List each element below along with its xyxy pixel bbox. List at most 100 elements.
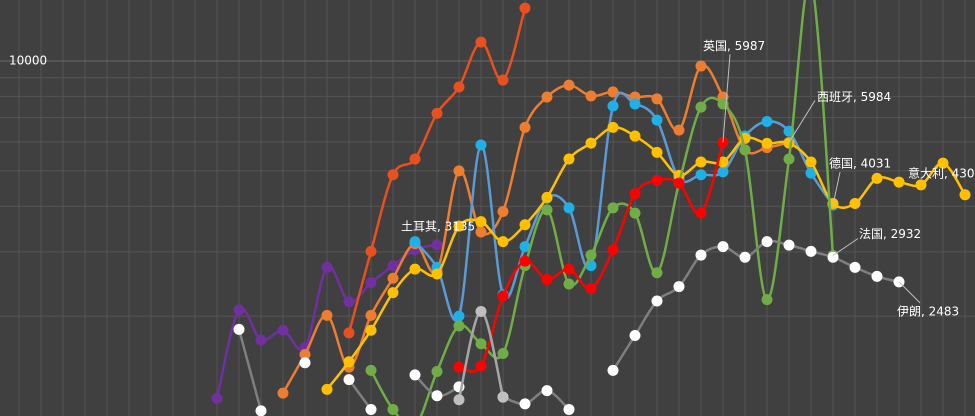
series-line <box>502 389 570 411</box>
data-point <box>343 356 355 368</box>
data-point <box>233 323 245 335</box>
data-point <box>695 101 707 113</box>
data-point <box>717 166 729 178</box>
data-point <box>497 206 509 218</box>
series-layer <box>211 0 971 416</box>
data-point <box>277 387 289 399</box>
leader-line <box>722 54 731 143</box>
data-point <box>739 144 751 156</box>
data-point <box>607 364 619 376</box>
data-point <box>453 394 465 406</box>
data-point <box>255 405 267 416</box>
data-point <box>541 191 553 203</box>
data-point <box>827 251 839 263</box>
data-point <box>915 179 927 191</box>
data-point <box>409 236 421 248</box>
data-point <box>607 244 619 256</box>
data-label: 法国, 2932 <box>859 227 921 241</box>
data-point <box>519 121 531 133</box>
data-point <box>431 390 443 402</box>
data-label: 德国, 4031 <box>829 156 891 171</box>
data-point <box>211 392 223 404</box>
data-point <box>431 268 443 280</box>
data-point <box>519 2 531 14</box>
data-point <box>497 74 509 86</box>
data-point <box>497 236 509 248</box>
data-point <box>541 204 553 216</box>
data-point <box>255 334 267 346</box>
data-point <box>453 165 465 177</box>
data-point <box>937 157 949 169</box>
data-point <box>453 320 465 332</box>
data-point <box>453 81 465 93</box>
data-point <box>299 348 311 360</box>
data-point <box>695 60 707 72</box>
data-point <box>651 93 663 105</box>
data-point <box>651 295 663 307</box>
data-point <box>365 277 377 289</box>
data-point <box>717 156 729 168</box>
data-point <box>607 86 619 98</box>
data-point <box>739 251 751 263</box>
data-point <box>365 309 377 321</box>
data-point <box>453 361 465 373</box>
data-point <box>651 146 663 158</box>
data-point <box>475 36 487 48</box>
y-tick-label: 10000 <box>9 54 47 68</box>
data-point <box>233 304 245 316</box>
data-point <box>695 249 707 261</box>
data-point <box>541 385 553 397</box>
data-point <box>629 207 641 219</box>
data-point <box>893 176 905 188</box>
data-point <box>651 114 663 126</box>
data-point <box>607 100 619 112</box>
data-point <box>695 169 707 181</box>
data-point <box>321 309 333 321</box>
data-point <box>431 107 443 119</box>
data-point <box>761 137 773 149</box>
data-point <box>805 167 817 179</box>
data-point <box>783 137 795 149</box>
leader-line <box>788 100 816 143</box>
data-point <box>387 260 399 272</box>
data-point <box>277 324 289 336</box>
data-point <box>849 198 861 210</box>
data-point <box>365 245 377 257</box>
data-point <box>541 91 553 103</box>
data-point <box>563 202 575 214</box>
data-point <box>475 338 487 350</box>
data-point <box>805 245 817 257</box>
data-point <box>651 267 663 279</box>
data-point <box>475 139 487 151</box>
data-point <box>695 207 707 219</box>
data-label: 意大利, 4301 <box>908 165 975 180</box>
data-point <box>563 278 575 290</box>
data-point <box>343 374 355 386</box>
data-point <box>475 360 487 372</box>
data-point <box>475 305 487 317</box>
data-point <box>585 283 597 295</box>
data-point <box>497 347 509 359</box>
data-label: 西班牙, 5984 <box>817 90 891 104</box>
data-point <box>475 216 487 228</box>
data-point <box>871 172 883 184</box>
data-point <box>365 364 377 376</box>
data-point <box>409 153 421 165</box>
data-point <box>519 255 531 267</box>
data-point <box>761 294 773 306</box>
data-point <box>585 249 597 261</box>
data-point <box>651 174 663 186</box>
data-point <box>431 366 443 378</box>
data-point <box>387 287 399 299</box>
data-point <box>519 398 531 410</box>
data-point <box>673 177 685 189</box>
data-point <box>761 115 773 127</box>
data-point <box>409 263 421 275</box>
data-point <box>673 124 685 136</box>
data-point <box>783 239 795 251</box>
data-point <box>541 274 553 286</box>
data-point <box>387 272 399 284</box>
data-point <box>321 383 333 395</box>
